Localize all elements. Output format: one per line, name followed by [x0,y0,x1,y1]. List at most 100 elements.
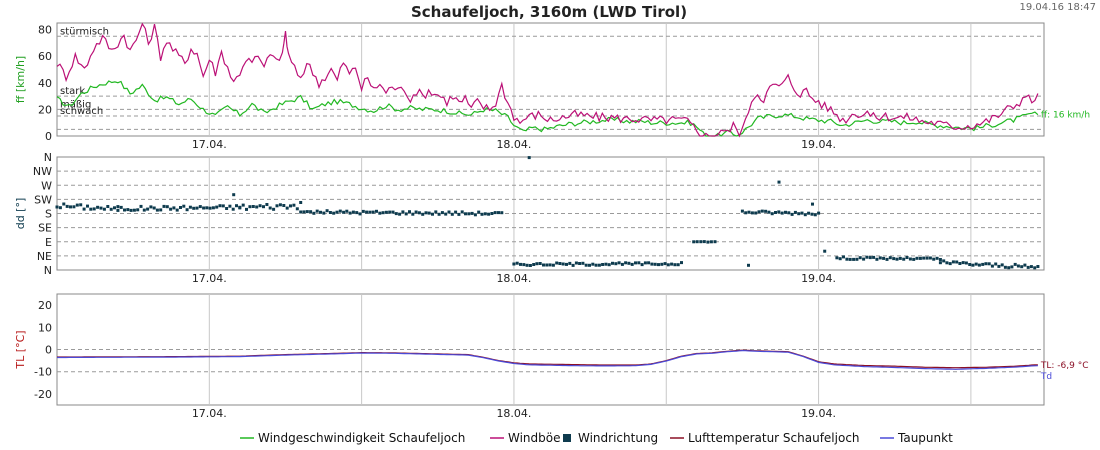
direction-point [810,212,814,216]
direction-point [483,212,487,216]
direction-point [278,203,282,207]
direction-point [215,205,219,209]
direction-point [477,210,481,214]
direction-point [394,212,398,216]
direction-point [102,207,106,211]
direction-point [908,257,912,261]
legend-item: Taupunkt [880,431,953,445]
direction-point [855,257,859,261]
direction-point [760,209,764,213]
direction-point [251,205,255,208]
direction-point [928,256,932,260]
direction-point [464,212,467,216]
direction-point [398,212,402,216]
direction-point [1023,263,1027,267]
direction-point [305,210,309,214]
direction-point [607,263,611,267]
direction-point [780,211,784,215]
direction-point [116,208,120,212]
y-tick-label: N [44,151,52,164]
direction-point [767,210,771,214]
direction-point [835,256,839,260]
direction-point [558,262,562,265]
direction-point [925,256,929,260]
direction-point [1029,265,1033,269]
direction-point [750,211,754,215]
direction-point [702,240,706,244]
direction-point [670,262,674,266]
direction-point [640,263,644,267]
direction-point [594,263,598,267]
direction-point [637,261,641,265]
direction-point [325,209,329,213]
direction-point [55,205,59,209]
y-tick-label: SE [38,222,52,235]
direction-point [155,208,159,212]
direction-point [574,261,578,265]
direction-point [299,201,303,204]
direction-point [487,212,491,216]
direction-point [404,212,408,216]
direction-point [221,204,225,208]
x-tick-label: 19.04. [801,272,836,285]
direction-point [942,259,946,263]
direction-point [542,263,545,267]
direction-point [601,263,605,266]
direction-point [784,210,787,214]
direction-point [198,205,202,209]
direction-point [842,255,845,259]
direction-point [75,203,79,207]
direction-point [82,207,86,211]
direction-point [673,263,677,267]
direction-point [817,211,821,215]
direction-point [139,204,143,208]
direction-point [650,262,654,266]
direction-point [918,256,922,260]
direction-point [676,263,680,267]
direction-point [437,212,441,216]
direction-point [515,261,519,265]
direction-point [106,205,110,208]
direction-point [584,263,588,267]
direction-point [355,211,359,215]
direction-point [1033,266,1037,270]
direction-point [811,202,814,206]
direction-point [275,204,279,208]
direction-point [757,210,761,214]
direction-point [657,263,660,267]
y-tick-label: -10 [34,366,52,379]
legend-label: Taupunkt [897,431,953,445]
direction-point [692,240,696,244]
direction-point [351,210,355,214]
direction-point [202,206,206,210]
direction-point [787,211,791,215]
direction-point [123,208,126,212]
direction-point [1000,263,1004,267]
direction-point [532,263,536,266]
direction-point [322,211,326,215]
direction-point [401,210,405,214]
direction-point [335,210,339,214]
direction-point [109,207,113,211]
direction-point [1026,265,1030,269]
direction-point [248,205,252,209]
direction-point [231,207,235,211]
direction-point [522,263,526,267]
direction-point [421,212,425,216]
y-tick-label: -20 [34,388,52,401]
direction-point [457,212,461,216]
direction-point [391,210,395,214]
direction-point [968,263,972,266]
direction-point [500,211,504,215]
direction-point [245,207,248,211]
direction-point [699,240,703,244]
direction-point [680,261,683,265]
direction-point [977,263,981,267]
direction-point [65,204,69,208]
direction-point [467,212,471,216]
direction-point [268,206,272,210]
direction-point [182,204,186,208]
direction-point [119,205,123,209]
